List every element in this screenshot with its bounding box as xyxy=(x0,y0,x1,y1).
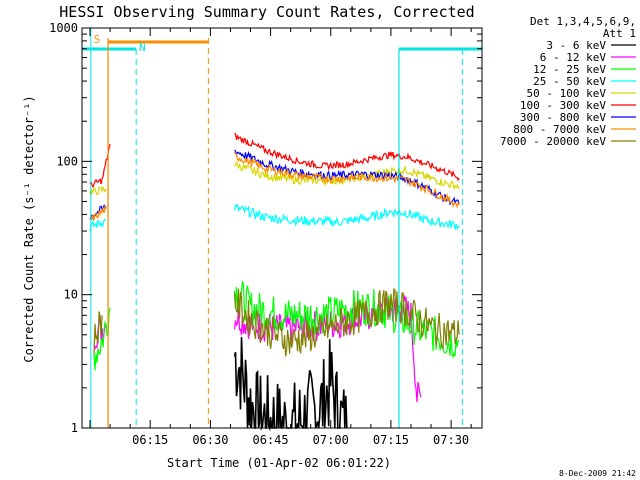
y-axis-label: Corrected Count Rate (s⁻¹ detector⁻¹) xyxy=(22,95,36,362)
x-tick-label: 06:15 xyxy=(132,433,168,447)
x-axis-label: Start Time (01-Apr-02 06:01:22) xyxy=(167,456,391,470)
y-tick-label: 100 xyxy=(56,154,78,168)
legend-label-8: 800 - 7000 keV xyxy=(513,123,606,136)
x-tick-label: 07:00 xyxy=(313,433,349,447)
plot-frame xyxy=(81,27,483,429)
legend-label-2: 6 - 12 keV xyxy=(540,51,607,64)
series-line-9 xyxy=(93,287,460,357)
chart-title: HESSI Observing Summary Count Rates, Cor… xyxy=(59,3,474,21)
y-tick-label: 10 xyxy=(64,288,78,302)
night-label: N xyxy=(139,41,146,54)
series-line-6 xyxy=(89,132,460,189)
legend-header-line-2: Att 1 xyxy=(603,27,636,40)
series-line-1 xyxy=(233,337,348,432)
y-tick-label: 1 xyxy=(71,421,78,435)
legend-label-3: 12 - 25 keV xyxy=(533,63,606,76)
footer-timestamp: 8-Dec-2009 21:42 xyxy=(559,469,636,478)
y-tick-label: 1000 xyxy=(49,21,78,35)
x-tick-label: 07:30 xyxy=(433,433,469,447)
series-line-7 xyxy=(89,149,460,220)
x-tick-label: 06:45 xyxy=(253,433,289,447)
x-tick-label: 07:15 xyxy=(373,433,409,447)
legend-label-9: 7000 - 20000 keV xyxy=(500,135,606,148)
legend-label-1: 3 - 6 keV xyxy=(546,39,606,52)
saa-label: S xyxy=(94,33,101,46)
legend-label-7: 300 - 800 keV xyxy=(520,111,606,124)
legend-label-6: 100 - 300 keV xyxy=(520,99,606,112)
legend-label-5: 50 - 100 keV xyxy=(527,87,607,100)
legend-label-4: 25 - 50 keV xyxy=(533,75,606,88)
series-line-8 xyxy=(89,151,460,222)
legend-header-line-1: Det 1,3,4,5,6,9, xyxy=(530,15,636,28)
series-line-3 xyxy=(93,281,460,371)
series-line-4 xyxy=(89,203,460,232)
x-tick-label: 06:30 xyxy=(192,433,228,447)
